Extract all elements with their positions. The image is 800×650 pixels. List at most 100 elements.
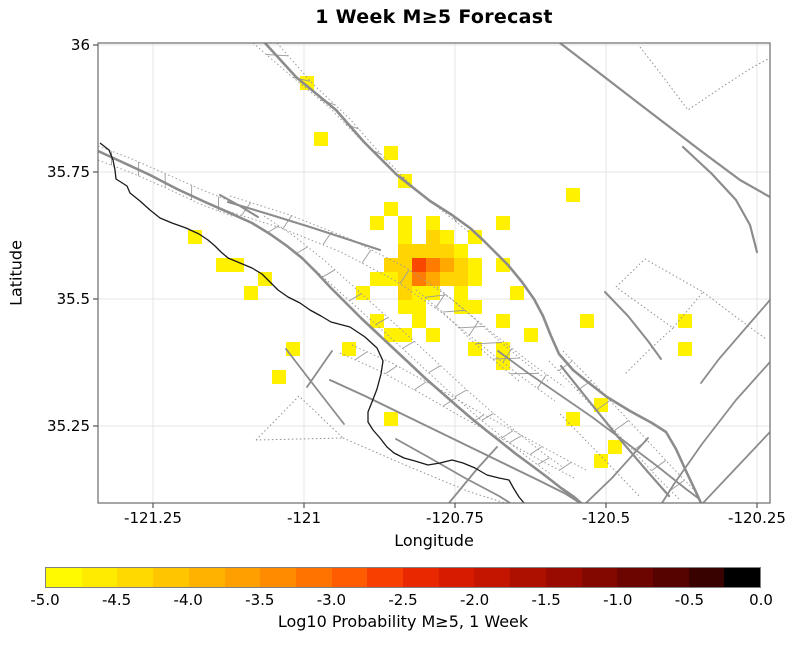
fault-hatch-rung bbox=[402, 341, 415, 349]
heatmap-cell bbox=[496, 258, 510, 272]
fault-hatch-rung bbox=[442, 309, 465, 313]
fault-hatch-rung bbox=[399, 269, 410, 284]
heatmap-cell bbox=[384, 258, 398, 272]
colorbar-segment bbox=[403, 568, 439, 587]
heatmap-cell bbox=[496, 216, 510, 230]
colorbar-tick-label: -0.5 bbox=[674, 591, 705, 609]
longitude-axis-label: Longitude bbox=[394, 531, 474, 550]
latitude-axis-label: Latitude bbox=[6, 240, 26, 306]
heatmap-cell bbox=[384, 328, 398, 342]
heatmap-cell bbox=[524, 328, 538, 342]
heatmap-cell bbox=[398, 258, 412, 272]
heatmap-cell bbox=[216, 258, 230, 272]
fault-hatch-rung bbox=[384, 365, 398, 375]
heatmap-cell bbox=[440, 230, 454, 244]
fault-line bbox=[604, 291, 662, 360]
heatmap-cell bbox=[314, 132, 328, 146]
colorbar-segment bbox=[117, 568, 154, 587]
heatmap-cell bbox=[580, 314, 594, 328]
fault-hatch-rung bbox=[322, 269, 336, 278]
fault-hatch-rung bbox=[413, 381, 427, 391]
heatmap-cell bbox=[398, 328, 412, 342]
fault-hatch-rung bbox=[500, 430, 514, 439]
heatmap-cell bbox=[496, 314, 510, 328]
fault-hatch-rail bbox=[220, 208, 556, 402]
fault-hatch-rung bbox=[558, 360, 573, 372]
fault-hatch-rail bbox=[339, 352, 575, 479]
fault-line-dotted bbox=[702, 291, 767, 340]
fault-line bbox=[329, 379, 581, 503]
fault-line bbox=[681, 145, 759, 254]
fault-hatch-rung bbox=[375, 317, 389, 325]
figure-title: 1 Week M≥5 Forecast bbox=[315, 6, 553, 28]
heatmap-cell bbox=[370, 314, 384, 328]
colorbar-segment bbox=[81, 568, 118, 587]
heatmap-cell bbox=[510, 286, 524, 300]
fault-hatch-rail bbox=[263, 215, 565, 469]
heatmap-cell bbox=[370, 216, 384, 230]
colorbar-tick-label: 0.0 bbox=[749, 591, 773, 609]
x-tick-label: -120.75 bbox=[426, 509, 484, 527]
heatmap-cell bbox=[468, 342, 482, 356]
fault-line bbox=[306, 350, 333, 388]
heatmap-cell bbox=[398, 286, 412, 300]
colorbar-tick-label: -4.5 bbox=[101, 591, 132, 609]
colorbar-segment bbox=[688, 568, 725, 587]
x-tick-label: -120.25 bbox=[728, 509, 786, 527]
fault-line bbox=[227, 201, 381, 251]
heatmap-cell bbox=[454, 244, 468, 258]
heatmap-cell bbox=[468, 272, 482, 286]
fault-hatch-rail bbox=[548, 360, 681, 501]
heatmap-cell bbox=[244, 286, 258, 300]
heatmap-cell bbox=[454, 300, 468, 314]
colorbar-segment bbox=[46, 568, 82, 587]
map-content bbox=[98, 43, 770, 503]
colorbar-tick-label: -5.0 bbox=[30, 591, 60, 609]
fault-hatch-rung bbox=[481, 413, 494, 421]
colorbar-segment bbox=[474, 568, 511, 587]
heatmap-cell bbox=[426, 272, 440, 286]
fault-hatch-rung bbox=[468, 321, 479, 336]
heatmap-cell bbox=[426, 244, 440, 258]
heatmap-cell bbox=[398, 244, 412, 258]
heatmap-cell bbox=[454, 272, 468, 286]
fault-hatch-rail bbox=[276, 43, 471, 234]
colorbar-tick-label: -1.0 bbox=[603, 591, 633, 609]
heatmap-cell bbox=[398, 272, 412, 286]
fault-line bbox=[497, 350, 699, 499]
heatmap-cell bbox=[398, 230, 412, 244]
heatmap-cell bbox=[258, 272, 272, 286]
fault-line-dotted bbox=[639, 46, 770, 111]
fault-hatch-rung bbox=[454, 389, 467, 398]
heatmap-cell bbox=[468, 300, 482, 314]
heatmap-cell bbox=[412, 258, 426, 272]
colorbar-segment bbox=[153, 568, 189, 587]
fault-line bbox=[98, 149, 583, 503]
colorbar-segment bbox=[724, 568, 761, 587]
heatmap-cell bbox=[384, 146, 398, 160]
fault-hatch-rung bbox=[349, 293, 362, 302]
plot-frame bbox=[97, 42, 771, 504]
fault-hatch-rung bbox=[282, 215, 293, 229]
colorbar-tick-label: -4.0 bbox=[173, 591, 203, 609]
heatmap-cell bbox=[426, 230, 440, 244]
coastline bbox=[99, 142, 525, 503]
fault-hatch-rung bbox=[442, 397, 456, 407]
heatmap-cell bbox=[286, 342, 300, 356]
heatmap-cell bbox=[384, 412, 398, 426]
fault-line bbox=[285, 348, 345, 425]
heatmap-cell bbox=[440, 258, 454, 272]
fault-hatch-rung bbox=[295, 246, 308, 255]
fault-line bbox=[448, 446, 498, 503]
colorbar-segment bbox=[260, 568, 296, 587]
colorbar-tick-label: -2.0 bbox=[459, 591, 490, 609]
heatmap-cell bbox=[594, 398, 608, 412]
colorbar-segment bbox=[581, 568, 618, 587]
fault-hatch-rung bbox=[361, 249, 372, 264]
colorbar-tick-label: -3.5 bbox=[245, 591, 275, 609]
colorbar-segment bbox=[224, 568, 261, 587]
x-tick-label: -121.25 bbox=[124, 509, 182, 527]
heatmap-cell bbox=[426, 258, 440, 272]
fault-hatch-rung bbox=[559, 461, 572, 471]
fault-line-dotted bbox=[342, 437, 506, 503]
